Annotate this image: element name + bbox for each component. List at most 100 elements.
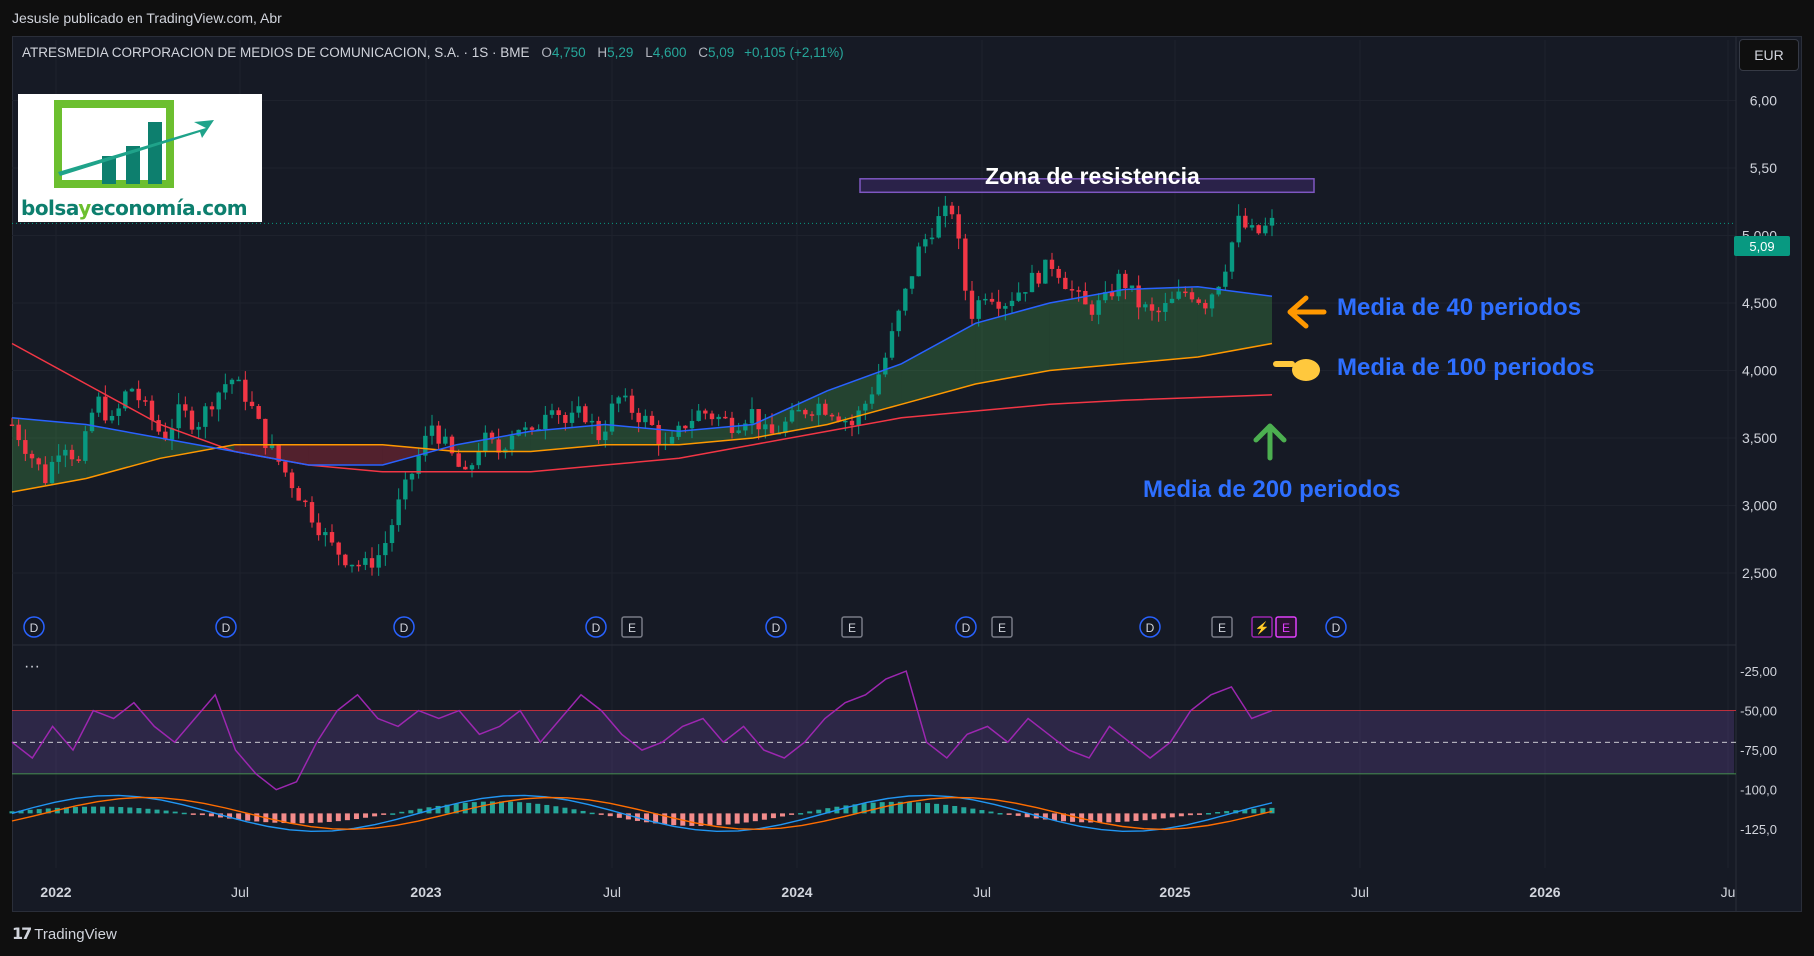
macd-bar — [118, 807, 124, 814]
macd-bar — [417, 808, 423, 814]
macd-bar — [254, 813, 260, 822]
macd-bar — [752, 813, 758, 822]
macd-bar — [562, 807, 568, 814]
macd-bar — [997, 813, 1003, 815]
macd-line — [11, 794, 1273, 833]
ma40-label: Media de 40 periodos — [1337, 294, 1582, 321]
candle-body — [349, 564, 355, 567]
candle-body — [1169, 298, 1175, 303]
candle-body — [1149, 304, 1155, 311]
symbol-name[interactable]: ATRESMEDIA CORPORACION DE MEDIOS DE COMU… — [22, 45, 530, 60]
candle-body — [283, 461, 288, 473]
candle-body — [369, 558, 375, 568]
candle-body — [1269, 217, 1275, 226]
logo-chart-icon — [54, 100, 214, 188]
macd-bar — [906, 802, 912, 814]
macd-bar — [662, 813, 668, 825]
currency-button[interactable]: EUR — [1739, 39, 1799, 71]
tradingview-brand[interactable]: 𝟭𝟳 TradingView — [12, 924, 117, 944]
macd-bar — [653, 813, 659, 824]
price-tick-label: 3,500 — [1742, 430, 1777, 446]
candle-body — [469, 465, 475, 470]
rsi-band — [12, 710, 1734, 774]
ma-cloud-segment — [530, 424, 605, 452]
candle-body — [189, 410, 195, 430]
candle-body — [1049, 259, 1055, 269]
candle-body — [409, 473, 415, 480]
candle-body — [829, 414, 835, 417]
candle-body — [1009, 300, 1015, 307]
candle-body — [603, 431, 608, 441]
macd-bar — [925, 803, 931, 814]
candle-body — [969, 290, 975, 319]
macd-bar — [45, 808, 51, 814]
candle-body — [529, 427, 535, 430]
publisher-line: Jesusle publicado en TradingView.com, Ab… — [12, 10, 282, 26]
indicator-menu-dots[interactable]: ··· — [24, 658, 40, 675]
candle-body — [836, 416, 841, 422]
candle-body — [463, 466, 468, 470]
event-marker-label: D — [1146, 621, 1155, 635]
candle-body — [576, 406, 581, 413]
candle-body — [243, 379, 248, 402]
last-price-badge: 5,09 — [1734, 236, 1790, 256]
macd-bar — [870, 802, 876, 814]
macd-bar — [1006, 813, 1012, 815]
macd-bar — [943, 804, 949, 814]
macd-bar — [281, 813, 287, 824]
macd-bar — [227, 813, 233, 819]
candle-body — [263, 418, 268, 449]
candle-body — [343, 554, 348, 566]
macd-bar — [390, 813, 396, 815]
signal-line — [11, 796, 1273, 831]
ma-cloud-segment — [160, 438, 235, 459]
macd-bar — [689, 813, 695, 826]
macd-bar — [353, 813, 359, 820]
high-key: H — [597, 45, 608, 60]
candle-body — [729, 417, 735, 433]
macd-bar — [1142, 813, 1148, 821]
ma100-line — [11, 342, 1273, 493]
time-tick-label: 2025 — [1159, 884, 1190, 900]
candle-body — [543, 414, 548, 430]
candle-body — [276, 444, 281, 462]
macd-bar — [317, 813, 323, 823]
candle-body — [89, 412, 95, 432]
candle-body — [1043, 259, 1048, 284]
candle-body — [449, 436, 455, 454]
candle-body — [296, 488, 301, 501]
macd-bar — [100, 806, 106, 814]
macd-bar — [109, 806, 115, 814]
candle-body — [1156, 310, 1161, 313]
candle-body — [109, 415, 115, 421]
macd-bar — [1269, 807, 1275, 814]
macd-bar — [1133, 813, 1139, 821]
macd-bar — [308, 813, 314, 823]
macd-bar — [1015, 813, 1021, 816]
brand-logo: bolsayeconomía.com — [18, 94, 262, 222]
dividend-marker — [1139, 616, 1161, 638]
candle-body — [656, 424, 661, 445]
macd-bar — [344, 813, 350, 821]
candle-body — [936, 216, 941, 238]
macd-bar — [770, 813, 776, 819]
ma-cloud-segment — [234, 444, 309, 465]
candle-body — [116, 408, 121, 416]
candle-body — [1136, 285, 1141, 308]
candle-body — [103, 396, 108, 421]
macd-bar — [789, 813, 795, 815]
ma100-pointer-hand-icon — [1292, 359, 1320, 381]
candle-body — [943, 205, 948, 217]
candle-body — [649, 415, 655, 425]
candle-body — [9, 424, 15, 426]
time-tick-label: Jul — [231, 884, 249, 900]
macd-bar — [36, 809, 42, 814]
candle-body — [1089, 304, 1095, 315]
candle-body — [76, 459, 81, 461]
chart-frame[interactable] — [12, 36, 1802, 912]
macd-bar — [535, 803, 541, 814]
macd-bar — [607, 813, 613, 817]
candle-body — [1109, 292, 1115, 297]
macd-bar — [716, 813, 722, 826]
